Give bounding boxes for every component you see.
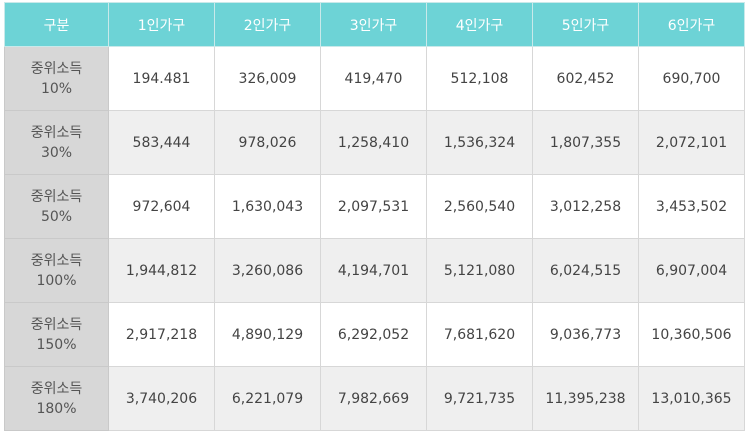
table-cell: 1,258,410 [320,110,427,175]
table-cell: 3,260,086 [214,238,321,303]
table-row: 중위소득 150% 2,917,218 4,890,129 6,292,052 7,681… [4,302,745,367]
table-cell: 6,907,004 [638,238,745,303]
row-label: 중위소득 180% [4,366,109,431]
table-cell: 9,036,773 [532,302,639,367]
table-cell: 1,807,355 [532,110,639,175]
table-cell: 2,072,101 [638,110,745,175]
table-header-row: 구분 1인가구 2인가구 3인가구 4인가구 5인가구 6인가구 [4,2,745,47]
row-label-title: 중위소득 [30,124,83,141]
header-3-person: 3인가구 [320,2,427,47]
table-cell: 13,010,365 [638,366,745,431]
table-cell: 6,221,079 [214,366,321,431]
table-cell: 3,740,206 [108,366,215,431]
table-cell: 5,121,080 [426,238,533,303]
table-cell: 978,026 [214,110,321,175]
table-cell: 4,194,701 [320,238,427,303]
row-label-title: 중위소득 [30,380,83,397]
table-cell: 6,292,052 [320,302,427,367]
table-cell: 1,630,043 [214,174,321,239]
header-5-person: 5인가구 [532,2,639,47]
income-table-container: 구분 1인가구 2인가구 3인가구 4인가구 5인가구 6인가구 중위소득 10%… [4,2,745,431]
table-cell: 9,721,735 [426,366,533,431]
header-6-person: 6인가구 [638,2,745,47]
table-cell: 3,012,258 [532,174,639,239]
table-cell: 512,108 [426,46,533,111]
table-cell: 7,681,620 [426,302,533,367]
table-cell: 2,560,540 [426,174,533,239]
table-cell: 690,700 [638,46,745,111]
header-2-person: 2인가구 [214,2,321,47]
table-cell: 6,024,515 [532,238,639,303]
table-cell: 11,395,238 [532,366,639,431]
median-income-table: 구분 1인가구 2인가구 3인가구 4인가구 5인가구 6인가구 중위소득 10%… [4,2,745,431]
table-cell: 7,982,669 [320,366,427,431]
row-label: 중위소득 150% [4,302,109,367]
table-cell: 583,444 [108,110,215,175]
header-category: 구분 [4,2,109,47]
table-row: 중위소득 100% 1,944,812 3,260,086 4,194,701 5,121… [4,238,745,303]
row-label-title: 중위소득 [30,252,83,269]
table-row: 중위소득 50% 972,604 1,630,043 2,097,531 2,560,54… [4,174,745,239]
row-label-percent: 10% [40,80,73,97]
row-label-percent: 50% [40,208,73,225]
table-cell: 2,097,531 [320,174,427,239]
row-label-title: 중위소득 [30,188,83,205]
row-label-percent: 30% [40,144,73,161]
row-label-title: 중위소득 [30,316,83,333]
header-1-person: 1인가구 [108,2,215,47]
table-cell: 1,944,812 [108,238,215,303]
header-4-person: 4인가구 [426,2,533,47]
table-cell: 10,360,506 [638,302,745,367]
row-label: 중위소득 100% [4,238,109,303]
table-cell: 3,453,502 [638,174,745,239]
row-label: 중위소득 50% [4,174,109,239]
row-label-percent: 100% [36,272,77,289]
table-cell: 419,470 [320,46,427,111]
row-label-percent: 150% [36,336,77,353]
row-label-title: 중위소득 [30,60,83,77]
table-cell: 2,917,218 [108,302,215,367]
table-cell: 194.481 [108,46,215,111]
row-label-percent: 180% [36,400,77,417]
table-row: 중위소득 180% 3,740,206 6,221,079 7,982,669 9,721… [4,366,745,431]
table-row: 중위소득 10% 194.481 326,009 419,470 512,108 602,4… [4,46,745,111]
table-cell: 4,890,129 [214,302,321,367]
table-cell: 1,536,324 [426,110,533,175]
table-cell: 972,604 [108,174,215,239]
row-label: 중위소득 30% [4,110,109,175]
table-cell: 602,452 [532,46,639,111]
row-label: 중위소득 10% [4,46,109,111]
table-cell: 326,009 [214,46,321,111]
table-row: 중위소득 30% 583,444 978,026 1,258,410 1,536,324 1… [4,110,745,175]
